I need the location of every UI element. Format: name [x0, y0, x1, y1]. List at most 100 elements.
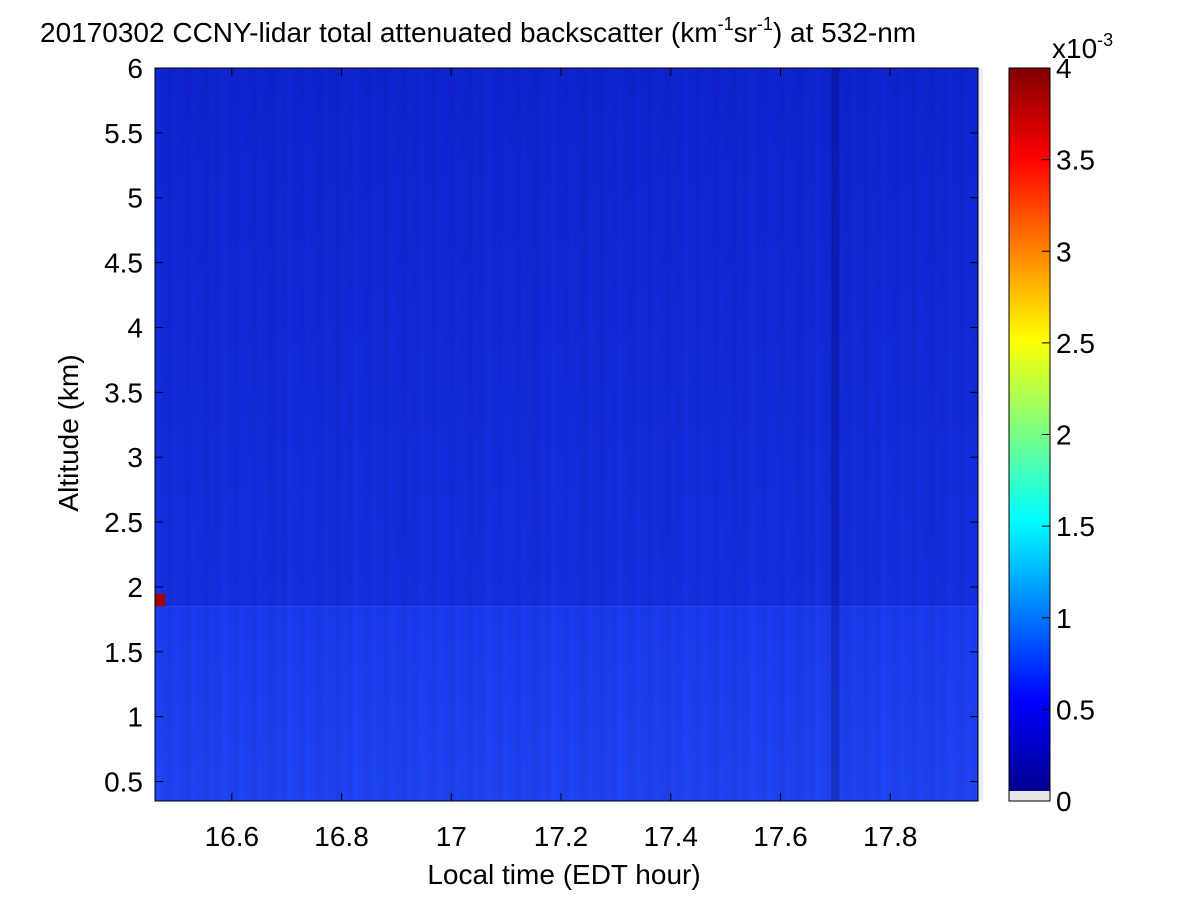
stripe-cell	[677, 68, 683, 801]
y-tick-label: 1	[127, 702, 143, 733]
stripe-cell	[179, 68, 185, 801]
colorbar-gradient	[1009, 68, 1050, 791]
stripe-cell	[317, 68, 323, 801]
stripe-cell	[533, 68, 539, 801]
stripe-cell	[473, 68, 479, 801]
stripe-cell	[863, 68, 869, 801]
stripe-cell	[659, 68, 665, 801]
y-tick-label: 0.5	[104, 767, 143, 798]
colorbar-tick-label: 2	[1056, 420, 1072, 451]
y-tick-label: 4.5	[104, 248, 143, 279]
stripe-cell	[761, 68, 767, 801]
stripe-cell	[725, 68, 731, 801]
stripe-cell	[455, 68, 461, 801]
stripe-cell	[173, 68, 179, 801]
stripe-cell	[953, 68, 959, 801]
stripe-cell	[413, 68, 419, 801]
stripe-cell	[569, 68, 575, 801]
stripe-cell	[977, 68, 983, 801]
stripe-cell	[557, 68, 563, 801]
stripe-cell	[191, 68, 197, 801]
stripe-cell	[539, 68, 545, 801]
stripe-cell	[791, 68, 797, 801]
stripe-cell	[509, 68, 515, 801]
stripe-cell	[389, 68, 395, 801]
stripe-cell	[167, 68, 173, 801]
stripe-cell	[689, 68, 695, 801]
stripe-cell	[707, 68, 713, 801]
stripe-cell	[371, 68, 377, 801]
x-tick-label: 17.4	[643, 821, 698, 852]
y-tick-label: 3.5	[104, 377, 143, 408]
stripe-cell	[203, 68, 209, 801]
stripe-cell	[527, 68, 533, 801]
stripe-cell	[965, 68, 971, 801]
stripe-cell	[971, 68, 977, 801]
colorbar-exponent: x10-3	[1052, 30, 1113, 64]
stripe-cell	[887, 68, 893, 801]
stripe-cell	[743, 68, 749, 801]
stripe-cell	[305, 68, 311, 801]
stripe-cell	[449, 68, 455, 801]
x-axis-label: Local time (EDT hour)	[427, 859, 700, 890]
stripe-cell	[593, 68, 599, 801]
stripe-cell	[941, 68, 947, 801]
stripe-cell	[665, 68, 671, 801]
x-axis-ticks: 16.6 16.8 17 17.2 17.4 17.6 17.8	[205, 68, 917, 852]
colorbar-tick-label: 0.5	[1056, 694, 1095, 725]
stripe-cell	[827, 68, 833, 801]
y-tick-label: 5.5	[104, 118, 143, 149]
stripe-cell	[623, 68, 629, 801]
stripe-cell	[443, 68, 449, 801]
stripe-cell	[335, 68, 341, 801]
stripe-cell	[515, 68, 521, 801]
y-tick-label: 1.5	[104, 637, 143, 668]
stripe-cell	[695, 68, 701, 801]
stripe-cell	[641, 68, 647, 801]
stripe-cell	[737, 68, 743, 801]
stripe-cell	[875, 68, 881, 801]
stripe-cell	[803, 68, 809, 801]
y-tick-label: 5	[127, 183, 143, 214]
stripe-cell	[821, 68, 827, 801]
stripe-cell	[275, 68, 281, 801]
y-tick-label: 2.5	[104, 507, 143, 538]
stripe-cell	[359, 68, 365, 801]
stripe-cell	[779, 68, 785, 801]
colorbar-ticks: 0 0.5 1 1.5 2 2.5 3 3.5 4	[1042, 53, 1095, 817]
y-tick-label: 2	[127, 572, 143, 603]
stripe-cell	[635, 68, 641, 801]
stripe-cell	[257, 68, 263, 801]
stripe-cell	[773, 68, 779, 801]
x-tick-label: 17.6	[753, 821, 808, 852]
stripe-cell	[215, 68, 221, 801]
stripe-cell	[209, 68, 215, 801]
stripe-cell	[929, 68, 935, 801]
stripe-cell	[911, 68, 917, 801]
stripe-cell	[263, 68, 269, 801]
stripe-cell	[809, 68, 815, 801]
heatmap-plot	[154, 67, 983, 802]
stripe-cell	[923, 68, 929, 801]
stripe-cell	[161, 68, 167, 801]
stripe-cell	[491, 68, 497, 801]
stripe-cell	[395, 68, 401, 801]
chart-title: 20170302 CCNY-lidar total attenuated bac…	[40, 14, 916, 48]
stripe-cell	[233, 68, 239, 801]
stripe-cell	[365, 68, 371, 801]
stripe-cell	[329, 68, 335, 801]
y-axis-label: Altitude (km)	[53, 354, 84, 511]
stripe-cell	[293, 68, 299, 801]
x-tick-label: 17.2	[534, 821, 589, 852]
time-column-stripes	[161, 68, 983, 801]
stripe-cell	[719, 68, 725, 801]
stripe-cell	[197, 68, 203, 801]
stripe-cell	[227, 68, 233, 801]
stripe-cell	[461, 68, 467, 801]
free-troposphere-field	[155, 68, 978, 607]
colorbar: 0 0.5 1 1.5 2 2.5 3 3.5 4 x10-3	[1008, 30, 1113, 817]
stripe-cell	[245, 68, 251, 801]
y-axis-ticks: 0.5 1 1.5 2 2.5 3 3.5 4 4.5 5 5.5 6	[104, 53, 978, 798]
stripe-cell	[401, 68, 407, 801]
stripe-cell	[845, 68, 851, 801]
